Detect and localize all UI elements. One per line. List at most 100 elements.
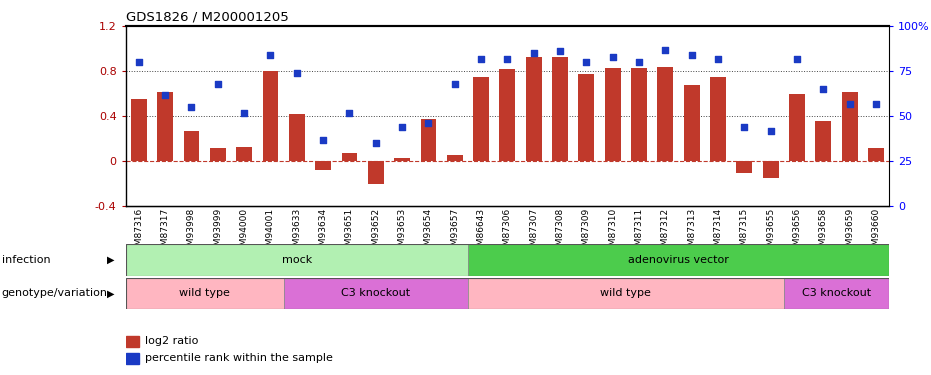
Bar [316, 161, 331, 170]
Text: infection: infection [2, 255, 50, 265]
Bar [736, 161, 752, 172]
Text: ▶: ▶ [107, 288, 115, 298]
Point [263, 52, 278, 58]
Text: GSM93652: GSM93652 [371, 208, 380, 257]
Bar [473, 77, 489, 161]
Point [131, 59, 146, 65]
Point [342, 110, 357, 116]
Bar [263, 71, 278, 161]
Bar [289, 114, 304, 161]
Bar [552, 57, 568, 161]
Text: GSM87312: GSM87312 [661, 208, 669, 257]
Bar [342, 153, 358, 161]
Text: mock: mock [282, 255, 312, 265]
Text: wild type: wild type [600, 288, 652, 298]
Text: GSM93654: GSM93654 [424, 208, 433, 257]
Text: GSM94000: GSM94000 [239, 208, 249, 257]
Bar [868, 148, 884, 161]
Bar [421, 118, 437, 161]
Text: GSM93651: GSM93651 [345, 208, 354, 257]
Bar [842, 92, 857, 161]
Point [210, 81, 225, 87]
Bar [126, 336, 140, 347]
Text: GSM87307: GSM87307 [529, 208, 538, 257]
Text: GSM87317: GSM87317 [161, 208, 169, 257]
Text: GSM87311: GSM87311 [635, 208, 643, 257]
Point [763, 128, 778, 134]
Text: GSM93634: GSM93634 [318, 208, 328, 257]
Bar [131, 99, 147, 161]
Bar [500, 69, 515, 161]
Text: wild type: wild type [180, 288, 230, 298]
Point [290, 70, 304, 76]
Point [553, 48, 568, 54]
Bar [447, 154, 463, 161]
Text: GSM93999: GSM93999 [213, 208, 223, 257]
Point [789, 56, 804, 62]
Point [736, 124, 751, 130]
Point [579, 59, 594, 65]
Point [526, 50, 541, 56]
Bar [468, 278, 784, 309]
Text: GSM87315: GSM87315 [740, 208, 749, 257]
Bar [209, 148, 225, 161]
Text: GSM93659: GSM93659 [845, 208, 854, 257]
Text: GSM93656: GSM93656 [792, 208, 802, 257]
Point [316, 136, 331, 142]
Bar [762, 161, 778, 178]
Text: GSM93633: GSM93633 [292, 208, 302, 257]
Bar [789, 94, 805, 161]
Point [184, 104, 199, 110]
Text: C3 knockout: C3 knockout [802, 288, 871, 298]
Text: percentile rank within the sample: percentile rank within the sample [145, 353, 332, 363]
Point [474, 56, 489, 62]
Point [421, 120, 436, 126]
Point [157, 92, 172, 98]
Bar [710, 77, 726, 161]
Bar [683, 85, 699, 161]
Bar [631, 68, 647, 161]
Bar [784, 278, 889, 309]
Text: GSM87313: GSM87313 [687, 208, 696, 257]
Text: GDS1826 / M200001205: GDS1826 / M200001205 [126, 11, 289, 24]
Text: GSM93657: GSM93657 [451, 208, 459, 257]
Text: GSM93658: GSM93658 [818, 208, 828, 257]
Text: GSM87306: GSM87306 [503, 208, 512, 257]
Text: GSM87316: GSM87316 [134, 208, 143, 257]
Point [369, 140, 384, 146]
Point [631, 59, 646, 65]
Bar [126, 352, 140, 364]
Point [816, 86, 830, 92]
Text: log2 ratio: log2 ratio [145, 336, 198, 346]
Bar [468, 244, 889, 276]
Text: genotype/variation: genotype/variation [2, 288, 108, 298]
Point [395, 124, 410, 130]
Bar [394, 158, 410, 161]
Bar [126, 278, 284, 309]
Bar [526, 57, 542, 161]
Point [843, 100, 857, 106]
Bar [605, 68, 621, 161]
Bar [578, 74, 594, 161]
Point [684, 52, 699, 58]
Bar [368, 161, 384, 184]
Bar [657, 67, 673, 161]
Bar [183, 131, 199, 161]
Text: GSM87310: GSM87310 [608, 208, 617, 257]
Text: GSM93653: GSM93653 [398, 208, 407, 257]
Text: GSM87314: GSM87314 [713, 208, 722, 257]
Bar [236, 147, 252, 161]
Point [447, 81, 462, 87]
Text: adenovirus vector: adenovirus vector [628, 255, 729, 265]
Text: ▶: ▶ [107, 255, 115, 265]
Bar [157, 92, 173, 161]
Text: GSM93655: GSM93655 [766, 208, 776, 257]
Text: GSM87309: GSM87309 [582, 208, 591, 257]
Point [605, 54, 620, 60]
Bar [284, 278, 468, 309]
Point [500, 56, 515, 62]
Bar [126, 244, 468, 276]
Text: GSM93998: GSM93998 [187, 208, 196, 257]
Text: GSM93660: GSM93660 [871, 208, 881, 257]
Bar [816, 121, 831, 161]
